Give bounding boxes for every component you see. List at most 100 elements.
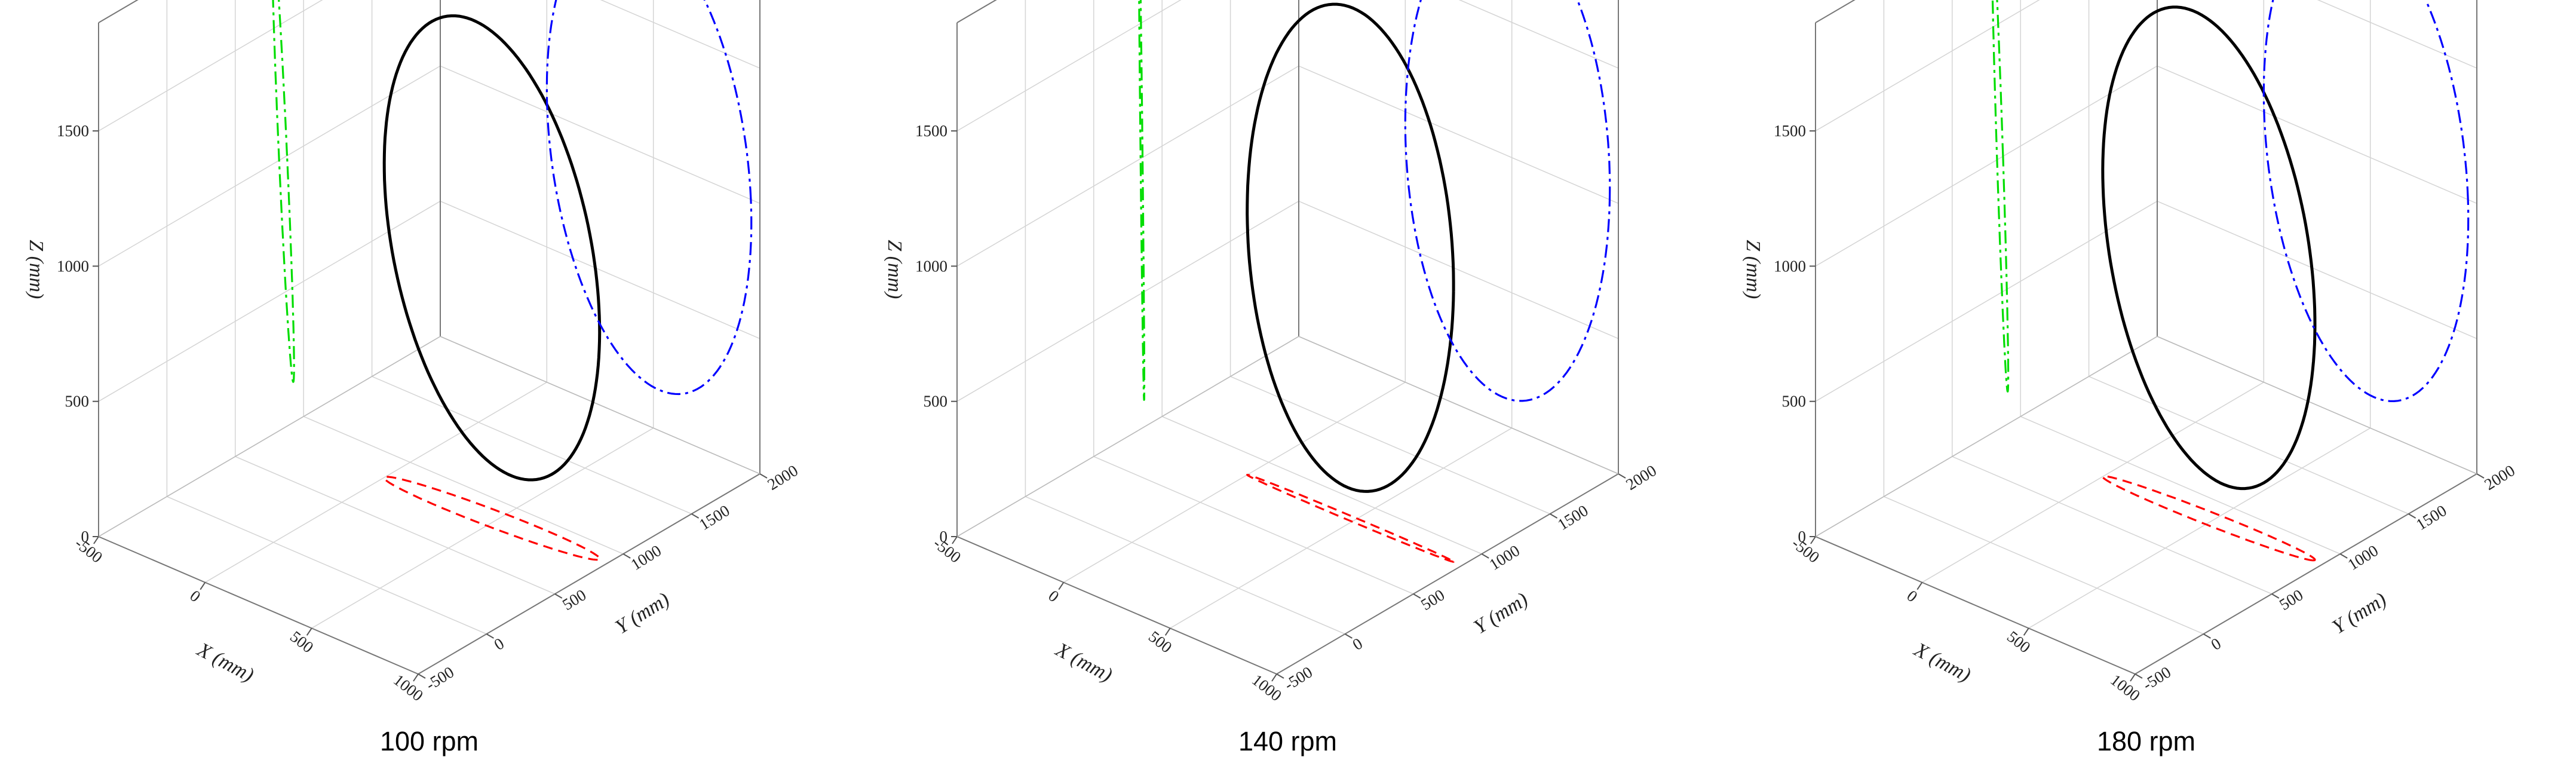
grid-line [1921,382,2264,583]
axis-frame-line [418,473,760,675]
z-tick-label: 500 [924,393,948,411]
z-axis-label: Z (mm) [25,240,47,299]
axis-frame-line [440,336,760,474]
x-axis-label: X (mm) [1909,638,1974,687]
grid-line [956,0,997,23]
grid-line [1230,376,1550,514]
grid-line [1161,416,1482,555]
grid-line [956,201,1299,402]
x-tick-label: -500 [72,534,106,566]
y-tick-mark [1618,473,1626,479]
grid-line [98,0,139,23]
chart-panel-100rpm: 0 500 1000 1500 -500 0 500 1000 -500 0 500 1000 1500… [0,0,858,778]
x-tick-mark [952,536,958,544]
x-tick-mark [1916,582,1923,590]
y-tick-mark [554,593,563,599]
x-tick-mark [1164,627,1171,636]
y-tick-label: 500 [2276,586,2306,614]
y-tick-mark [1344,633,1353,639]
y-tick-mark [622,553,631,559]
series-3d-trajectory [2101,5,2317,491]
axis-frame-line [2135,473,2477,675]
grid-line [600,0,760,69]
z-tick-label: 1500 [915,122,947,140]
grid-line [204,382,547,583]
grid-line [1815,0,1856,23]
grid-line [1298,65,1619,204]
z-tick-label: 0 [1798,528,1807,546]
axis-frame-line [98,0,139,23]
axis-frame-line [1815,336,2158,537]
grid-line [1025,496,1345,635]
x-tick-mark [1810,536,1816,544]
grid-line [1093,456,1414,595]
series-projection-yz [272,0,295,383]
axis-frame-line [1298,336,1619,474]
y-tick-label: 1500 [1554,501,1591,534]
grid-line [167,496,487,635]
axis-frame-line [2157,336,2477,474]
x-tick-mark [2130,673,2136,682]
grid-line [1815,65,2158,267]
x-tick-label: -500 [930,534,964,566]
grid-line [1815,0,2040,131]
x-tick-label: 500 [1145,627,1175,657]
grid-line [2089,376,2409,514]
y-tick-mark [1550,513,1558,519]
y-tick-label: 1500 [2413,501,2450,534]
x-tick-label: -500 [1789,534,1823,566]
y-tick-label: 1000 [2344,541,2381,574]
grid-line [1063,382,1406,583]
axis-frame-line [956,336,1299,537]
grid-line [311,427,654,629]
series-3d-trajectory [382,14,602,482]
grid-line [1298,201,1619,339]
y-tick-mark [2476,473,2485,479]
x-tick-mark [93,536,99,544]
grid-line [1952,456,2273,595]
grid-line [1815,201,2158,402]
y-axis-label: Y (mm) [2329,589,2391,639]
y-tick-mark [691,513,700,519]
y-tick-label: 2000 [1623,461,1660,494]
y-tick-label: 2000 [2481,461,2518,494]
z-tick-label: 500 [65,393,90,411]
y-tick-label: 500 [1418,586,1448,614]
y-axis-label: Y (mm) [1470,589,1532,639]
series-projection-xy [383,476,601,561]
y-tick-label: -500 [2139,663,2174,694]
y-tick-mark [2339,553,2348,559]
x-tick-label: 500 [2004,627,2034,657]
axis-frame-line [956,0,997,23]
y-tick-label: 500 [559,586,589,614]
x-tick-mark [306,627,312,636]
series-projection-xz [1404,0,1611,402]
chart-panel-140rpm: 0 500 1000 1500 -500 0 500 1000 -500 0 500 1000 1500… [858,0,1717,778]
grid-line [2020,416,2341,555]
grid-line [372,376,692,514]
grid-line [1170,427,1513,629]
chart-caption: 180 rpm [2096,726,2196,756]
axis-frame-line [956,536,1277,675]
y-tick-mark [486,633,494,639]
grid-line [98,65,441,267]
chart-3d-plot: 050010001500-50005001000-500050010001500… [884,0,1660,705]
series-projection-yz [1991,0,2010,393]
y-tick-label: -500 [1281,663,1315,694]
chart-panel-180rpm: 0 500 1000 1500 -500 0 500 1000 -500 0 500 1000 1500… [1717,0,2575,778]
z-tick-label: 500 [1782,393,1807,411]
y-tick-label: 1000 [1486,541,1523,574]
z-axis-label: Z (mm) [1742,240,1764,299]
chart-3d-plot: 050010001500-50005001000-500050010001500… [25,0,801,705]
y-tick-label: 0 [2208,634,2224,654]
x-tick-label: 500 [287,627,317,657]
x-tick-mark [2023,627,2029,636]
grid-line [440,201,760,339]
grid-line [1458,0,1619,69]
x-axis-label: X (mm) [1051,638,1115,687]
y-tick-label: 1500 [696,501,733,534]
x-axis-label: X (mm) [192,638,257,687]
y-tick-label: -500 [422,663,457,694]
y-tick-mark [1276,673,1284,679]
